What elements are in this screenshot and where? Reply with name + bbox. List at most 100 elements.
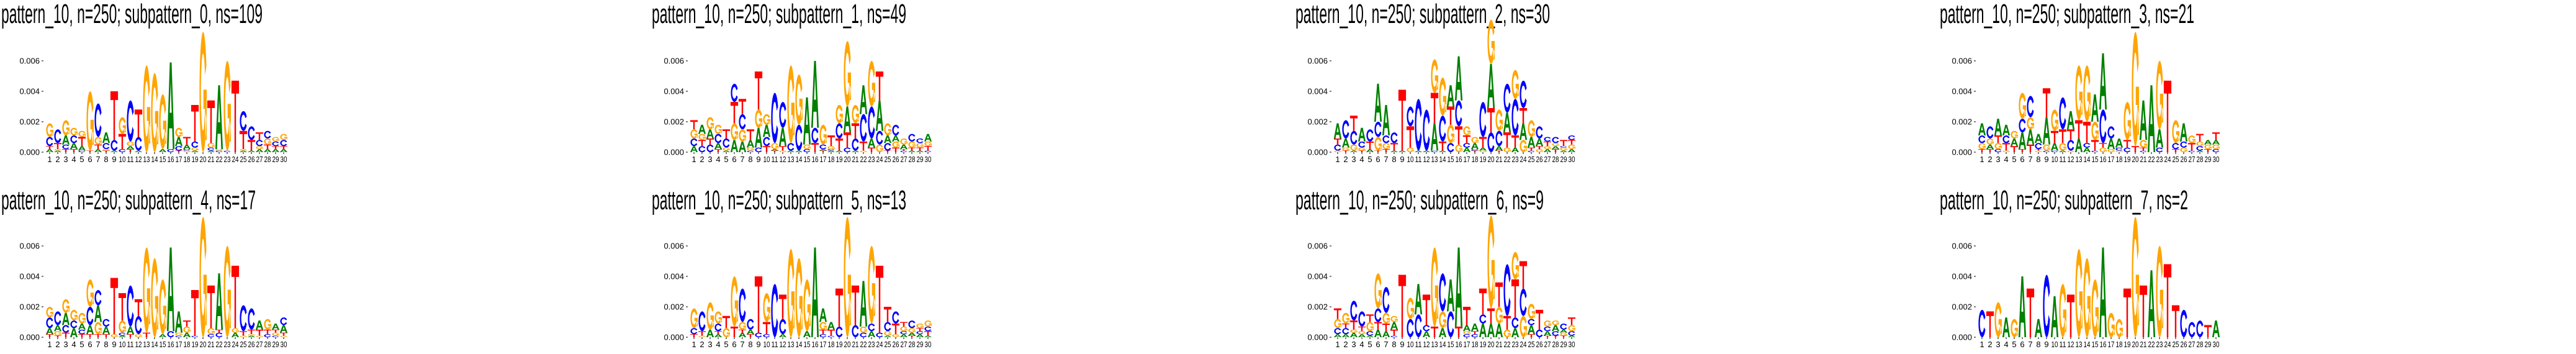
x-tick-label: 18 — [2115, 155, 2122, 164]
logo-letter-G — [1520, 315, 1527, 337]
y-tick-label: 0.002 — [19, 302, 40, 312]
logo-letter-C — [256, 140, 263, 147]
y-tick-label: 0.004 — [1307, 87, 1328, 96]
logo-letter-A — [78, 323, 86, 330]
x-tick-label: 6 — [1376, 340, 1380, 349]
logo-letter-T — [1527, 334, 1536, 337]
x-tick-label: 17 — [2107, 340, 2114, 349]
y-tick-label: 0.002 — [1307, 302, 1328, 312]
logo-letter-A — [1567, 149, 1576, 152]
logo-column — [1511, 70, 1520, 152]
logo-letter-C — [907, 320, 915, 329]
x-tick-label: 25 — [884, 340, 891, 349]
logo-letter-A — [859, 85, 867, 114]
x-tick-label: 1 — [1979, 340, 1984, 349]
logo-letter-C — [94, 290, 102, 306]
logo-letter-A — [754, 127, 762, 148]
y-tick-label: 0.000 — [1307, 333, 1328, 342]
logo-letter-G — [819, 124, 827, 145]
logo-column — [2139, 285, 2147, 337]
logo-letter-C — [1390, 132, 1398, 143]
logo-letter-G — [223, 61, 231, 151]
logo-column — [1446, 85, 1455, 152]
logo-column — [1438, 77, 1447, 152]
logo-letter-C — [690, 328, 697, 335]
logo-letter-G — [240, 335, 247, 337]
logo-letter-T — [2026, 288, 2034, 337]
logo-column — [754, 71, 762, 152]
x-tick-label: 7 — [1384, 340, 1388, 349]
logo-letter-T — [2195, 134, 2204, 142]
logo-letter-C — [78, 329, 86, 335]
logo-letter-A — [2083, 147, 2091, 152]
logo-letter-A — [158, 334, 167, 337]
logo-letter-G — [2010, 130, 2018, 138]
logo-letter-G — [2212, 144, 2220, 150]
logo-letter-G — [762, 293, 770, 322]
logo-letter-A — [2147, 270, 2155, 337]
logo-letter-A — [1511, 328, 1520, 337]
logo-letter-T — [126, 334, 135, 337]
logo-letter-A — [899, 334, 907, 337]
logo-letter-C — [1536, 329, 1543, 337]
x-tick-label: 22 — [1504, 340, 1511, 349]
x-tick-label: 14 — [795, 340, 802, 349]
logo-letter-T — [271, 329, 280, 333]
logo-column — [255, 320, 264, 337]
logo-letter-C — [835, 123, 842, 138]
logo-letter-C — [899, 331, 907, 335]
logo-letter-A — [1358, 127, 1366, 142]
logo-letter-T — [1454, 326, 1463, 337]
x-tick-label: 6 — [88, 155, 92, 164]
logo-letter-T — [698, 140, 706, 147]
logo-letter-A — [698, 124, 706, 134]
logo-column — [1407, 297, 1414, 337]
logo-letter-T — [738, 329, 746, 333]
logo-column — [1454, 247, 1463, 337]
logo-letter-A — [1358, 334, 1366, 337]
y-tick-label: 0.006 — [664, 242, 684, 251]
logo-letter-A — [247, 335, 256, 337]
logo-letter-T — [1382, 149, 1390, 152]
x-tick-label: 12 — [779, 155, 786, 164]
logo-letter-A — [174, 137, 183, 147]
logo-letter-G — [70, 127, 78, 136]
logo-letter-C — [819, 144, 826, 150]
logo-column — [875, 71, 883, 152]
logo-letter-G — [1479, 150, 1487, 152]
logo-letter-G — [2074, 248, 2083, 337]
logo-column — [2131, 217, 2139, 337]
x-tick-label: 6 — [732, 155, 736, 164]
x-tick-label: 13 — [143, 340, 150, 349]
logo-letter-A — [1398, 150, 1407, 152]
logo-letter-A — [1333, 123, 1342, 138]
logo-letter-G — [2155, 246, 2163, 337]
logo-column — [2026, 288, 2034, 337]
logo-column — [2179, 309, 2187, 337]
logo-column — [811, 61, 819, 152]
logo-column — [1495, 282, 1503, 337]
logo-column — [1349, 301, 1358, 337]
logo-letter-A — [1487, 63, 1495, 108]
logo-column — [118, 293, 127, 337]
logo-column — [1551, 137, 1560, 152]
logo-letter-C — [762, 137, 770, 147]
x-tick-label: 1 — [691, 340, 696, 349]
logo-letter-T — [1422, 294, 1431, 325]
x-tick-label: 16 — [168, 340, 174, 349]
logo-letter-G — [280, 134, 287, 140]
logo-letter-C — [1350, 301, 1358, 321]
logo-column — [843, 41, 851, 152]
logo-letter-A — [255, 149, 264, 152]
logo-letter-A — [94, 305, 102, 322]
x-tick-label: 14 — [1439, 155, 1446, 164]
logo-letter-C — [54, 129, 61, 143]
logo-letter-T — [110, 91, 119, 140]
logo-column — [907, 134, 916, 152]
logo-letter-G — [1471, 137, 1479, 143]
logo-letter-A — [1382, 105, 1390, 136]
logo-letter-T — [2099, 143, 2107, 148]
logo-column — [851, 285, 859, 337]
logo-letter-A — [271, 323, 280, 330]
logo-column — [770, 93, 778, 152]
